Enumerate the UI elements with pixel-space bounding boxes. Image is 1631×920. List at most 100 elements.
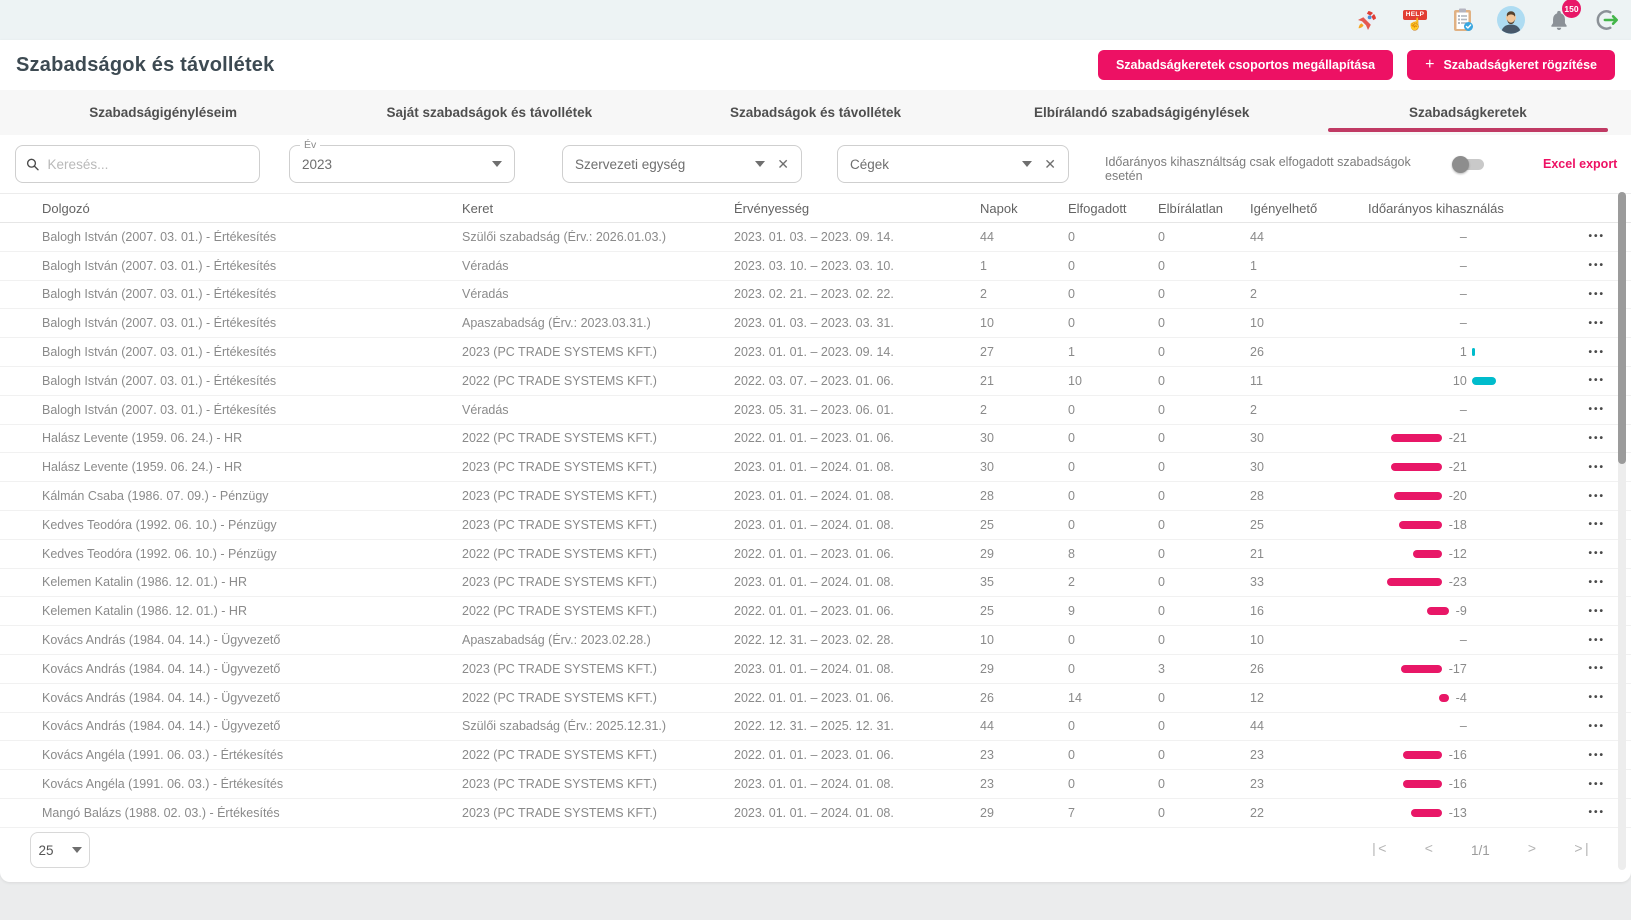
clear-org-unit-icon[interactable]: ✕ bbox=[777, 155, 789, 172]
companies-select[interactable]: Cégek ✕ bbox=[837, 145, 1069, 183]
year-select[interactable]: Év 2023 bbox=[289, 139, 515, 183]
tab-elbiralando[interactable]: Elbírálandó szabadságigénylések bbox=[979, 90, 1305, 135]
cell-dolgozo: Halász Levente (1959. 06. 24.) - HR bbox=[42, 431, 243, 446]
row-menu-button[interactable]: ••• bbox=[1588, 663, 1605, 675]
utilization-bar bbox=[1398, 520, 1442, 529]
cell-dolgozo: Balogh István (2007. 03. 01.) - Értékesí… bbox=[42, 258, 277, 273]
user-avatar[interactable] bbox=[1497, 6, 1525, 34]
row-menu-button[interactable]: ••• bbox=[1588, 807, 1605, 819]
search-box[interactable] bbox=[15, 145, 260, 183]
utilization-left: -9 bbox=[1368, 604, 1467, 618]
cell-elbiralatlan: 0 bbox=[1158, 690, 1165, 705]
cell-keret: 2022 (PC TRADE SYSTEMS KFT.) bbox=[462, 690, 657, 705]
utilization-value: -13 bbox=[1448, 805, 1467, 820]
row-menu-button[interactable]: ••• bbox=[1588, 461, 1605, 473]
row-menu-button[interactable]: ••• bbox=[1588, 778, 1605, 790]
row-menu-button[interactable]: ••• bbox=[1588, 519, 1605, 531]
tab-label: Szabadságkeretek bbox=[1409, 105, 1527, 120]
cell-utilization: -16 bbox=[1368, 741, 1558, 769]
last-page-button[interactable]: >| bbox=[1574, 842, 1591, 858]
cell-elbiralatlan: 0 bbox=[1158, 316, 1165, 331]
clear-companies-icon[interactable]: ✕ bbox=[1044, 155, 1056, 172]
cell-actions: ••• bbox=[1558, 692, 1609, 703]
row-menu-button[interactable]: ••• bbox=[1588, 346, 1605, 358]
prorated-toggle[interactable] bbox=[1452, 156, 1488, 173]
cell-igenyelheto: 22 bbox=[1250, 805, 1264, 820]
row-menu-button[interactable]: ••• bbox=[1588, 605, 1605, 617]
utilization-left: -16 bbox=[1368, 777, 1467, 791]
cell-napok: 29 bbox=[980, 546, 994, 561]
cell-elfogadott: 0 bbox=[1068, 287, 1075, 302]
cell-elfogadott: 0 bbox=[1068, 489, 1075, 504]
rocket-icon[interactable] bbox=[1353, 6, 1381, 34]
help-icon[interactable]: HELP ☝ bbox=[1401, 6, 1429, 34]
row-menu-button[interactable]: ••• bbox=[1588, 231, 1605, 243]
row-menu-button[interactable]: ••• bbox=[1588, 576, 1605, 588]
utilization-value: -18 bbox=[1448, 517, 1467, 532]
row-menu-button[interactable]: ••• bbox=[1588, 260, 1605, 272]
group-quota-button[interactable]: Szabadságkeretek csoportos megállapítása bbox=[1097, 50, 1394, 80]
tasks-clipboard-icon[interactable] bbox=[1449, 6, 1477, 34]
row-menu-button[interactable]: ••• bbox=[1588, 375, 1605, 387]
notifications-bell-icon[interactable]: 150 bbox=[1545, 0, 1581, 34]
org-unit-select[interactable]: Szervezeti egység ✕ bbox=[562, 145, 802, 183]
row-menu-button[interactable]: ••• bbox=[1588, 634, 1605, 646]
cell-actions: ••• bbox=[1558, 433, 1609, 444]
cell-utilization: -17 bbox=[1368, 655, 1558, 683]
vertical-scrollbar[interactable] bbox=[1618, 192, 1626, 870]
utilization-left: – bbox=[1368, 230, 1467, 244]
cell-dolgozo: Balogh István (2007. 03. 01.) - Értékesí… bbox=[42, 287, 277, 302]
cell-napok: 10 bbox=[980, 316, 994, 331]
previous-page-button[interactable]: < bbox=[1424, 842, 1433, 858]
scrollbar-thumb[interactable] bbox=[1618, 192, 1626, 464]
cell-actions: ••• bbox=[1558, 404, 1609, 415]
cell-napok: 2 bbox=[980, 287, 987, 302]
cell-elbiralatlan: 0 bbox=[1158, 229, 1165, 244]
cell-elbiralatlan: 0 bbox=[1158, 777, 1165, 792]
cell-utilization: – bbox=[1368, 713, 1558, 741]
row-menu-button[interactable]: ••• bbox=[1588, 692, 1605, 704]
table-row: Balogh István (2007. 03. 01.) - Értékesí… bbox=[0, 338, 1631, 367]
cell-utilization: -20 bbox=[1368, 482, 1558, 510]
row-menu-button[interactable]: ••• bbox=[1588, 548, 1605, 560]
excel-export-link[interactable]: Excel export bbox=[1543, 157, 1618, 171]
add-quota-button[interactable]: + Szabadságkeret rögzítése bbox=[1407, 50, 1615, 80]
row-menu-button[interactable]: ••• bbox=[1588, 490, 1605, 502]
tab-szabadsagigenyleseim[interactable]: Szabadságigényléseim bbox=[0, 90, 326, 135]
logout-icon[interactable] bbox=[1593, 6, 1621, 34]
cell-elbiralatlan: 0 bbox=[1158, 460, 1165, 475]
tab-label: Szabadságok és távollétek bbox=[729, 105, 902, 120]
utilization-empty: – bbox=[1459, 402, 1467, 417]
cell-dolgozo: Kedves Teodóra (1992. 06. 10.) - Pénzügy bbox=[42, 546, 277, 561]
cell-dolgozo: Kovács András (1984. 04. 14.) - Ügyvezet… bbox=[42, 661, 281, 676]
cell-igenyelheto: 10 bbox=[1250, 633, 1264, 648]
cell-napok: 29 bbox=[980, 661, 994, 676]
first-page-button[interactable]: |< bbox=[1369, 842, 1387, 858]
column-header-8: Időarányos kihasználás bbox=[1368, 200, 1504, 216]
cell-elfogadott: 1 bbox=[1068, 345, 1075, 360]
next-page-button[interactable]: > bbox=[1527, 842, 1537, 858]
cell-elbiralatlan: 0 bbox=[1158, 489, 1165, 504]
row-menu-button[interactable]: ••• bbox=[1588, 432, 1605, 444]
cell-keret: 2023 (PC TRADE SYSTEMS KFT.) bbox=[462, 517, 657, 532]
main-card: Szabadságok és távollétek Szabadságkeret… bbox=[0, 40, 1631, 882]
cell-utilization: – bbox=[1368, 252, 1558, 280]
tab-szabadsagok-es-tavolletek[interactable]: Szabadságok és távollétek bbox=[652, 90, 978, 135]
cell-napok: 29 bbox=[980, 805, 994, 820]
cell-elfogadott: 0 bbox=[1068, 777, 1075, 792]
utilization-value: -16 bbox=[1448, 748, 1467, 763]
tab-sajat-szabadsagok[interactable]: Saját szabadságok és távollétek bbox=[326, 90, 652, 135]
cell-elbiralatlan: 0 bbox=[1158, 719, 1165, 734]
row-menu-button[interactable]: ••• bbox=[1588, 749, 1605, 761]
search-input[interactable] bbox=[47, 156, 249, 172]
tab-szabadsagkeretek[interactable]: Szabadságkeretek bbox=[1305, 90, 1631, 135]
row-menu-button[interactable]: ••• bbox=[1588, 720, 1605, 732]
help-hand-glyph: ☝ bbox=[1407, 16, 1423, 31]
page-size-select[interactable]: 25 bbox=[30, 832, 90, 868]
utilization-empty: – bbox=[1459, 633, 1467, 648]
row-menu-button[interactable]: ••• bbox=[1588, 288, 1605, 300]
utilization-left: – bbox=[1368, 316, 1467, 330]
row-menu-button[interactable]: ••• bbox=[1588, 404, 1605, 416]
row-menu-button[interactable]: ••• bbox=[1588, 317, 1605, 329]
cell-dolgozo: Kedves Teodóra (1992. 06. 10.) - Pénzügy bbox=[42, 517, 277, 532]
